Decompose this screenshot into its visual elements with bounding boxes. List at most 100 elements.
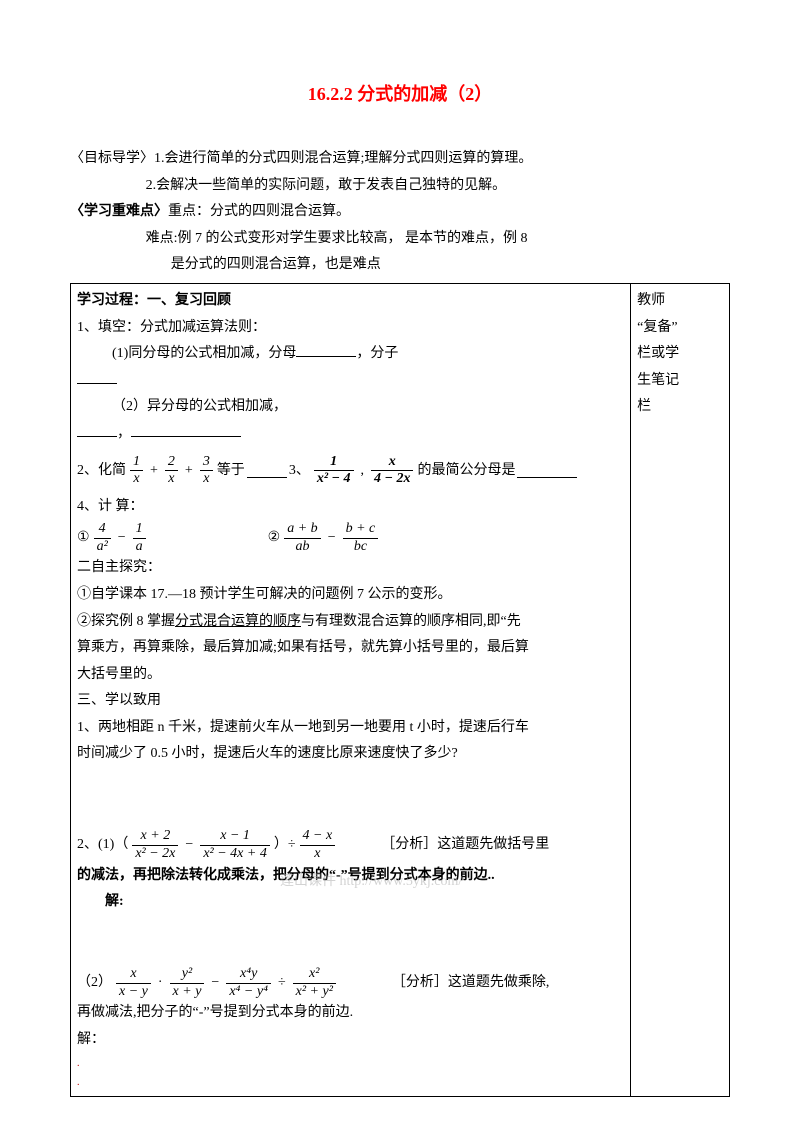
- minus-op: −: [182, 832, 196, 859]
- frac-2x: 2x: [165, 454, 178, 489]
- frac-k1: xx − y: [116, 966, 151, 1001]
- r2: “复备”: [637, 315, 723, 342]
- num: 3: [200, 454, 213, 472]
- comma-op: ,: [358, 458, 368, 485]
- dot-op: ·: [155, 970, 166, 997]
- den: 4 − 2x: [371, 471, 413, 488]
- frac-bold2: x4 − 2x: [371, 454, 413, 489]
- q3-3b: 再做减法,把分子的“-”号提到分式本身的前边.: [77, 1000, 624, 1027]
- sol-label: 解:: [105, 894, 124, 909]
- frac-k3: x⁴yx⁴ − y⁴: [226, 966, 271, 1001]
- num: a + b: [284, 521, 320, 539]
- den: x: [200, 471, 213, 488]
- den: a²: [94, 539, 111, 556]
- blank: [77, 370, 117, 384]
- den: x: [130, 471, 143, 488]
- q1a: (1)同分母的公式相加减，分母 ，分子: [77, 341, 624, 368]
- blank: [517, 464, 577, 478]
- intro-line-5: 是分式的四则混合运算，也是难点: [70, 252, 730, 279]
- q3-2b: ）÷: [274, 832, 296, 859]
- frac-1a: 1a: [133, 521, 146, 556]
- num: x + 2: [132, 828, 178, 846]
- q4-row: ① 4a² − 1a ② a + bab − b + cbc: [77, 521, 624, 556]
- q1a-text: (1)同分母的公式相加减，分母: [112, 346, 296, 361]
- r3: 栏或学: [637, 341, 723, 368]
- q1a2-text: ，分子: [356, 346, 398, 361]
- plus-op: +: [182, 458, 196, 485]
- den: x² − 4: [314, 471, 354, 488]
- frac-k4: x²x² + y²: [293, 966, 336, 1001]
- frac-1x: 1x: [130, 454, 143, 489]
- q1a-blank: [77, 368, 624, 395]
- p3: 算乘方，再算乘除，最后算加减;如果有括号，就先算小括号里的，最后算: [77, 635, 624, 662]
- blank: [77, 423, 117, 437]
- intro-block: 〈目标导学〉1.会进行简单的分式四则混合运算;理解分式四则运算的算理。 2.会解…: [70, 146, 730, 279]
- num: 2: [165, 454, 178, 472]
- den: x⁴ − y⁴: [226, 984, 271, 1001]
- section2-title: 二自主探究：: [77, 555, 624, 582]
- sol1: 解:: [77, 889, 624, 916]
- main-table: 学习过程：一、复习回顾 1、填空：分式加减运算法则： (1)同分母的公式相加减，…: [70, 283, 730, 1097]
- q3-1a: 1、两地相距 n 千米，提速前火车从一地到另一地要用 t 小时，提速后行车: [77, 715, 624, 742]
- tinydot2: .: [77, 1073, 624, 1092]
- label-bold: 〈学习重难点〉: [70, 204, 168, 219]
- frac-ab: a + bab: [284, 521, 320, 556]
- den: ab: [284, 539, 320, 556]
- minus-op: −: [208, 970, 222, 997]
- num: x: [116, 966, 151, 984]
- intro-line-4: 难点:例 7 的公式变形对学生要求比较高， 是本节的难点，例 8: [70, 226, 730, 253]
- blank: [247, 464, 287, 478]
- den: x − y: [116, 984, 151, 1001]
- page-title: 16.2.2 分式的加减（2）: [70, 80, 730, 106]
- tinydot: .: [77, 1054, 624, 1073]
- r5: 栏: [637, 394, 723, 421]
- frac-bc: b + cbc: [343, 521, 379, 556]
- q3-2c: 的减法，再把除法转化成乘法，把分母的“-”号提到分式本身的前边..: [77, 863, 624, 890]
- div-op: ÷: [275, 970, 289, 997]
- q4-left: ① 4a² − 1a: [77, 521, 148, 556]
- plus-op: +: [147, 458, 161, 485]
- den: x: [300, 846, 336, 863]
- p2u: 分式混合运算的顺序: [175, 614, 301, 629]
- spacer: [77, 916, 624, 966]
- section3-title: 三、学以致用: [77, 688, 624, 715]
- q1b-text: （2）异分母的公式相加减，: [112, 399, 287, 414]
- den: bc: [343, 539, 379, 556]
- r1: 教师: [637, 288, 723, 315]
- section1-title-text: 学习过程：一、复习回顾: [77, 293, 231, 308]
- num: x²: [293, 966, 336, 984]
- p1: ①自学课本 17.—18 预计学生可解决的问题例 7 公示的变形。: [77, 582, 624, 609]
- intro-line-3b: 重点：分式的四则混合运算。: [168, 204, 350, 219]
- circ2: ②: [268, 525, 281, 552]
- q2-line: 2、化简 1x + 2x + 3x 等于 3、 1x² − 4 , x4 − 2…: [77, 454, 624, 489]
- p4: 大括号里的。: [77, 662, 624, 689]
- blank: [131, 423, 241, 437]
- q1: 1、填空：分式加减运算法则：: [77, 315, 624, 342]
- q3-2-line: 2、(1)（ x + 2x² − 2x − x − 1x² − 4x + 4 ）…: [77, 828, 624, 863]
- q2c: 3、: [289, 458, 310, 485]
- num: b + c: [343, 521, 379, 539]
- q2a: 2、化简: [77, 458, 126, 485]
- r4: 生笔记: [637, 368, 723, 395]
- content-cell: 学习过程：一、复习回顾 1、填空：分式加减运算法则： (1)同分母的公式相加减，…: [71, 283, 631, 1096]
- blank: [296, 343, 356, 357]
- den: x: [165, 471, 178, 488]
- den: x² − 2x: [132, 846, 178, 863]
- q4: 4、计 算：: [77, 494, 624, 521]
- q4-right: ② a + bab − b + cbc: [268, 521, 381, 556]
- minus-op: −: [325, 525, 339, 552]
- p2b: 与有理数混合运算的顺序相同,即“先: [301, 614, 521, 629]
- q3-3a: （2）: [77, 970, 112, 997]
- q3-2-analysis: ［分析］这道题先做括号里: [381, 832, 549, 859]
- frac-j2: x − 1x² − 4x + 4: [200, 828, 270, 863]
- minus-op: −: [115, 525, 129, 552]
- section1-title: 学习过程：一、复习回顾: [77, 288, 624, 315]
- table-row: 学习过程：一、复习回顾 1、填空：分式加减运算法则： (1)同分母的公式相加减，…: [71, 283, 730, 1096]
- q2d: 的最简公分母是: [417, 458, 515, 485]
- q1b: （2）异分母的公式相加减，: [77, 394, 624, 421]
- num: y²: [170, 966, 205, 984]
- frac-j1: x + 2x² − 2x: [132, 828, 178, 863]
- frac-bold1: 1x² − 4: [314, 454, 354, 489]
- num: x: [371, 454, 413, 472]
- q3-3-line: （2） xx − y · y²x + y − x⁴yx⁴ − y⁴ ÷ x²x²…: [77, 966, 624, 1001]
